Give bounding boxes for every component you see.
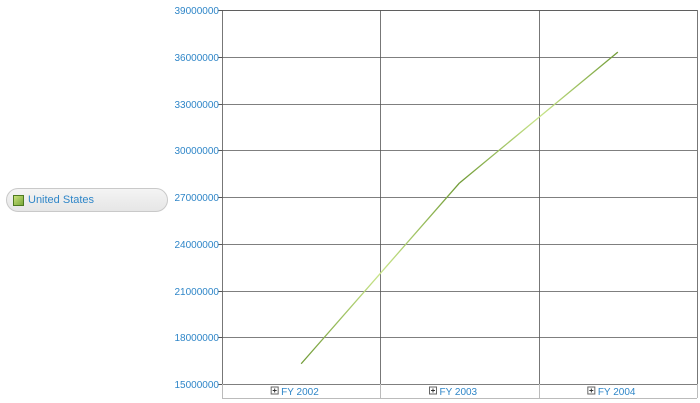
x-category-fy-2003[interactable]: FY 2003 <box>430 387 478 398</box>
series-line-segment <box>460 52 618 183</box>
x-tick-label[interactable]: FY 2002 <box>281 387 319 398</box>
y-tick-label: 30000000 <box>175 146 220 157</box>
x-tick-label[interactable]: FY 2003 <box>440 387 478 398</box>
y-tick-label: 27000000 <box>175 193 220 204</box>
y-tick-label: 33000000 <box>175 100 220 111</box>
x-category-fy-2002[interactable]: FY 2002 <box>271 387 319 398</box>
y-tick-label: 36000000 <box>175 53 220 64</box>
y-tick-label: 15000000 <box>175 380 220 391</box>
y-tick-label: 18000000 <box>175 333 220 344</box>
y-tick-label: 39000000 <box>175 6 220 17</box>
y-tick-label: 21000000 <box>175 287 220 298</box>
x-tick-label[interactable]: FY 2004 <box>598 387 636 398</box>
x-category-fy-2004[interactable]: FY 2004 <box>588 387 636 398</box>
y-tick-label: 24000000 <box>175 240 220 251</box>
